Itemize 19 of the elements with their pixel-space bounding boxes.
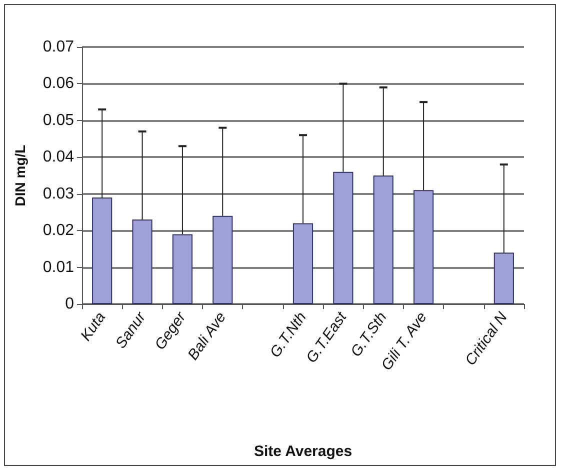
bar — [172, 234, 192, 304]
x-axis-title: Site Averages — [254, 443, 352, 460]
bar — [373, 176, 394, 304]
y-tick-label: 0.07 — [42, 38, 74, 56]
bar — [132, 220, 152, 304]
y-axis-title: DIN mg/L — [12, 144, 28, 206]
bar — [92, 198, 112, 304]
bar — [333, 172, 354, 304]
y-tick-label: 0.04 — [42, 148, 74, 166]
y-tick-label: 0.02 — [42, 222, 74, 240]
bar — [414, 190, 434, 304]
y-tick-label: 0.05 — [42, 112, 74, 129]
y-tick-label: 0.01 — [42, 258, 74, 276]
bar — [494, 252, 514, 304]
y-tick-label: 0.03 — [42, 185, 74, 202]
bar — [212, 216, 233, 304]
y-tick-label: 0 — [65, 296, 74, 312]
bar — [292, 223, 314, 304]
y-tick-label: 0.06 — [42, 75, 74, 92]
